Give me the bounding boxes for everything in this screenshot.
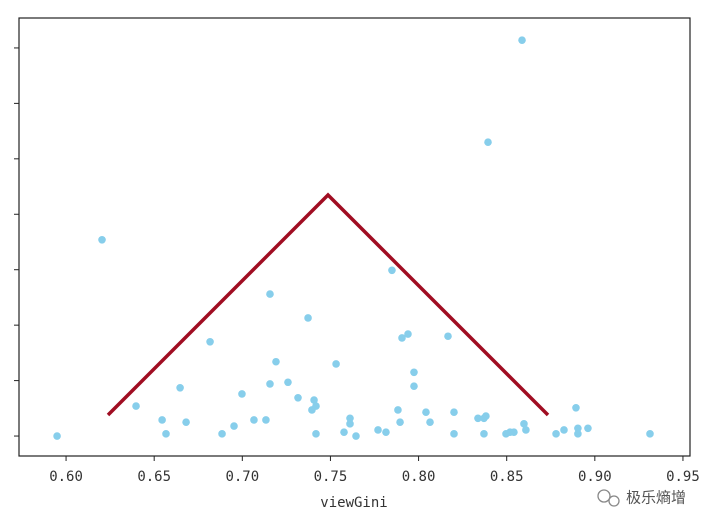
x-tick-label: 0.95 [666,469,700,485]
point [304,314,312,322]
point [238,390,246,398]
watermark-icon [597,489,620,507]
point [450,430,458,438]
point [552,430,560,438]
point [332,360,340,368]
point [388,266,396,275]
point [374,426,382,434]
point [410,382,418,390]
point [522,426,530,434]
watermark: 极乐熵增 [626,489,686,507]
point [284,378,292,387]
x-tick-label: 0.85 [490,469,524,485]
point [426,418,434,426]
point [294,393,302,402]
point [394,406,402,414]
x-tick-label: 0.90 [578,469,612,485]
point [340,428,348,436]
point [574,424,582,433]
x-tick-label: 0.60 [49,469,83,485]
point [266,380,274,388]
point [646,430,654,438]
point [382,428,390,436]
point [206,337,214,346]
point [158,416,166,424]
point [346,420,354,428]
point [520,420,528,428]
point [484,138,492,146]
point [262,416,270,424]
point [162,430,170,438]
point [572,403,580,412]
point [132,402,140,410]
x-tick-label: 0.65 [137,469,171,485]
point [422,408,430,417]
point [352,432,360,440]
plot-frame [18,17,691,457]
point [176,384,184,392]
point [450,408,458,417]
x-tick-label: 0.80 [402,469,436,485]
point [266,290,274,298]
point [272,357,280,366]
point [404,330,412,338]
point [410,368,418,377]
point [482,412,490,420]
point [53,432,61,440]
point [518,36,526,44]
point [312,402,320,410]
x-axis-label: viewGini [320,495,387,511]
x-tick-label: 0.70 [225,469,259,485]
point [230,422,238,430]
point [346,414,354,423]
point [98,235,106,244]
point [218,430,226,438]
annotation-lines [106,192,550,417]
point [560,426,568,434]
point [182,418,190,426]
point [474,414,482,423]
x-tick-label: 0.75 [314,469,348,485]
point [510,428,518,436]
point [312,430,320,438]
point [444,332,452,341]
point [398,334,406,342]
point [480,430,488,438]
point [250,416,258,424]
point [396,418,404,426]
point [310,396,318,404]
point [584,424,592,433]
point [574,430,582,438]
